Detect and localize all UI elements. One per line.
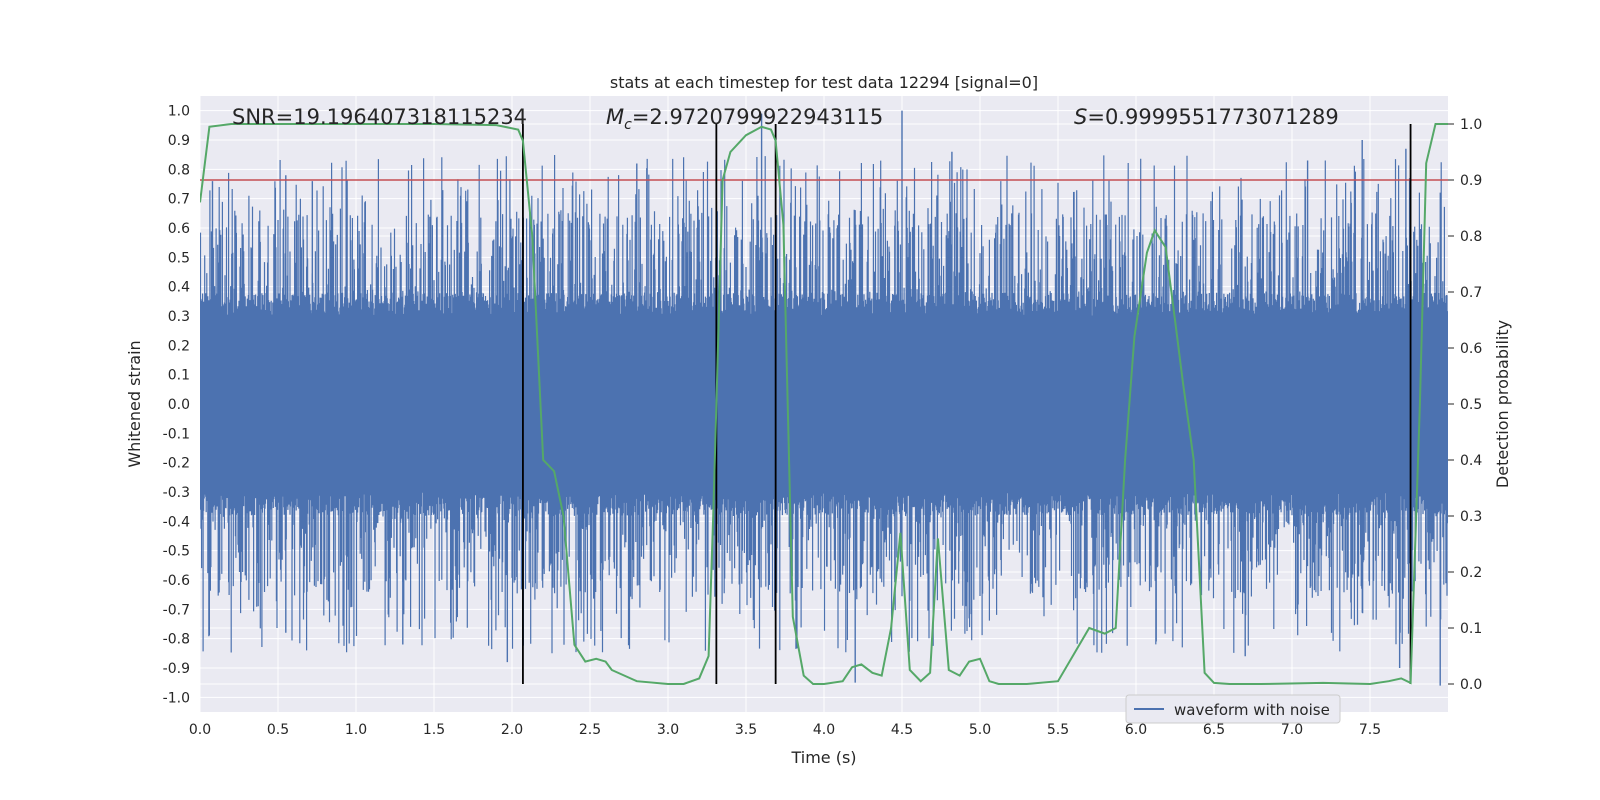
y-tick-label-left: 0.2 (168, 338, 190, 354)
y-tick-label-left: 0.9 (168, 133, 190, 149)
y-tick-label-left: 0.6 (168, 221, 190, 237)
waveform-series (200, 110, 1448, 686)
overlay-layer (200, 123, 1448, 686)
y-tick-label-left: 0.8 (168, 162, 190, 178)
mc-value: =2.9720799922943115 (632, 105, 883, 129)
mc-annotation: Mc=2.9720799922943115 (606, 105, 883, 133)
y-tick-label-left: 0.0 (168, 397, 190, 413)
y-tick-label-right: 0.7 (1460, 285, 1482, 301)
y-tick-label-left: 0.3 (168, 309, 190, 325)
y-axis-label-right: Detection probability (1493, 320, 1512, 488)
y-tick-label-left: 0.7 (168, 192, 190, 208)
y-tick-label-right: 0.1 (1460, 621, 1482, 637)
y-tick-label-left: -0.1 (163, 426, 190, 442)
y-tick-label-right: 1.0 (1460, 117, 1482, 133)
mc-symbol: M (606, 105, 624, 129)
y-tick-label-right: 0.8 (1460, 229, 1482, 245)
x-tick-label: 1.0 (345, 722, 367, 738)
y-tick-label-right: 0.6 (1460, 341, 1482, 357)
y-tick-label-left: 0.1 (168, 368, 190, 384)
x-tick-label: 5.0 (969, 722, 991, 738)
chart-title: stats at each timestep for test data 122… (610, 73, 1038, 92)
s-annotation: S=0.9999551773071289 (1074, 105, 1339, 129)
y-tick-label-left: -0.6 (163, 573, 190, 589)
y-tick-label-left: 0.5 (168, 250, 190, 266)
y-axis-label-left: Whitened strain (125, 340, 144, 467)
y-tick-label-right: 0.2 (1460, 565, 1482, 581)
legend-box (1125, 694, 1341, 724)
x-tick-label: 2.5 (579, 722, 601, 738)
x-tick-label: 0.5 (267, 722, 289, 738)
y-tick-label-right: 0.5 (1460, 397, 1482, 413)
y-tick-label-left: -0.3 (163, 485, 190, 501)
snr-annotation: SNR=19.196407318115234 (232, 105, 527, 129)
x-tick-label: 0.0 (189, 722, 211, 738)
x-tick-label: 3.5 (735, 722, 757, 738)
y-tick-label-left: -0.7 (163, 602, 190, 618)
x-tick-label: 3.0 (657, 722, 679, 738)
x-tick-label: 6.5 (1203, 722, 1225, 738)
x-tick-label: 5.5 (1047, 722, 1069, 738)
probability-line (200, 123, 1448, 686)
y-tick-label-left: 1.0 (168, 104, 190, 120)
x-tick-label: 7.5 (1359, 722, 1381, 738)
y-tick-label-left: -0.4 (163, 514, 190, 530)
mc-subscript: c (624, 117, 632, 133)
x-tick-label: 6.0 (1125, 722, 1147, 738)
x-axis-label: Time (s) (790, 748, 856, 767)
x-tick-label: 7.0 (1281, 722, 1303, 738)
y-tick-label-right: 0.9 (1460, 173, 1482, 189)
x-tick-label: 4.0 (813, 722, 835, 738)
y-tick-label-right: 0.4 (1460, 453, 1482, 469)
x-tick-label: 1.5 (423, 722, 445, 738)
y-tick-label-left: -0.5 (163, 544, 190, 560)
waveform-line (200, 155, 1448, 654)
x-tick-label: 4.5 (891, 722, 913, 738)
y-tick-label-left: -1.0 (163, 690, 190, 706)
y-tick-label-left: -0.8 (163, 632, 190, 648)
tick-labels: 0.0 0.5 1.0 1.5 2.0 2.5 3.0 3.5 4.0 4.5 5.0 5.5 6.0 6… (163, 104, 1483, 738)
x-tick-label: 2.0 (501, 722, 523, 738)
legend: waveform with noise (1125, 694, 1341, 724)
y-tick-label-left: -0.2 (163, 456, 190, 472)
y-tick-label-right: 0.0 (1460, 677, 1482, 693)
y-tick-label-left: 0.4 (168, 280, 190, 296)
y-tick-label-left: -0.9 (163, 661, 190, 677)
legend-label: waveform with noise (1174, 701, 1330, 719)
s-symbol: S (1074, 105, 1087, 129)
s-value: =0.9999551773071289 (1087, 105, 1338, 129)
y-tick-label-right: 0.3 (1460, 509, 1482, 525)
